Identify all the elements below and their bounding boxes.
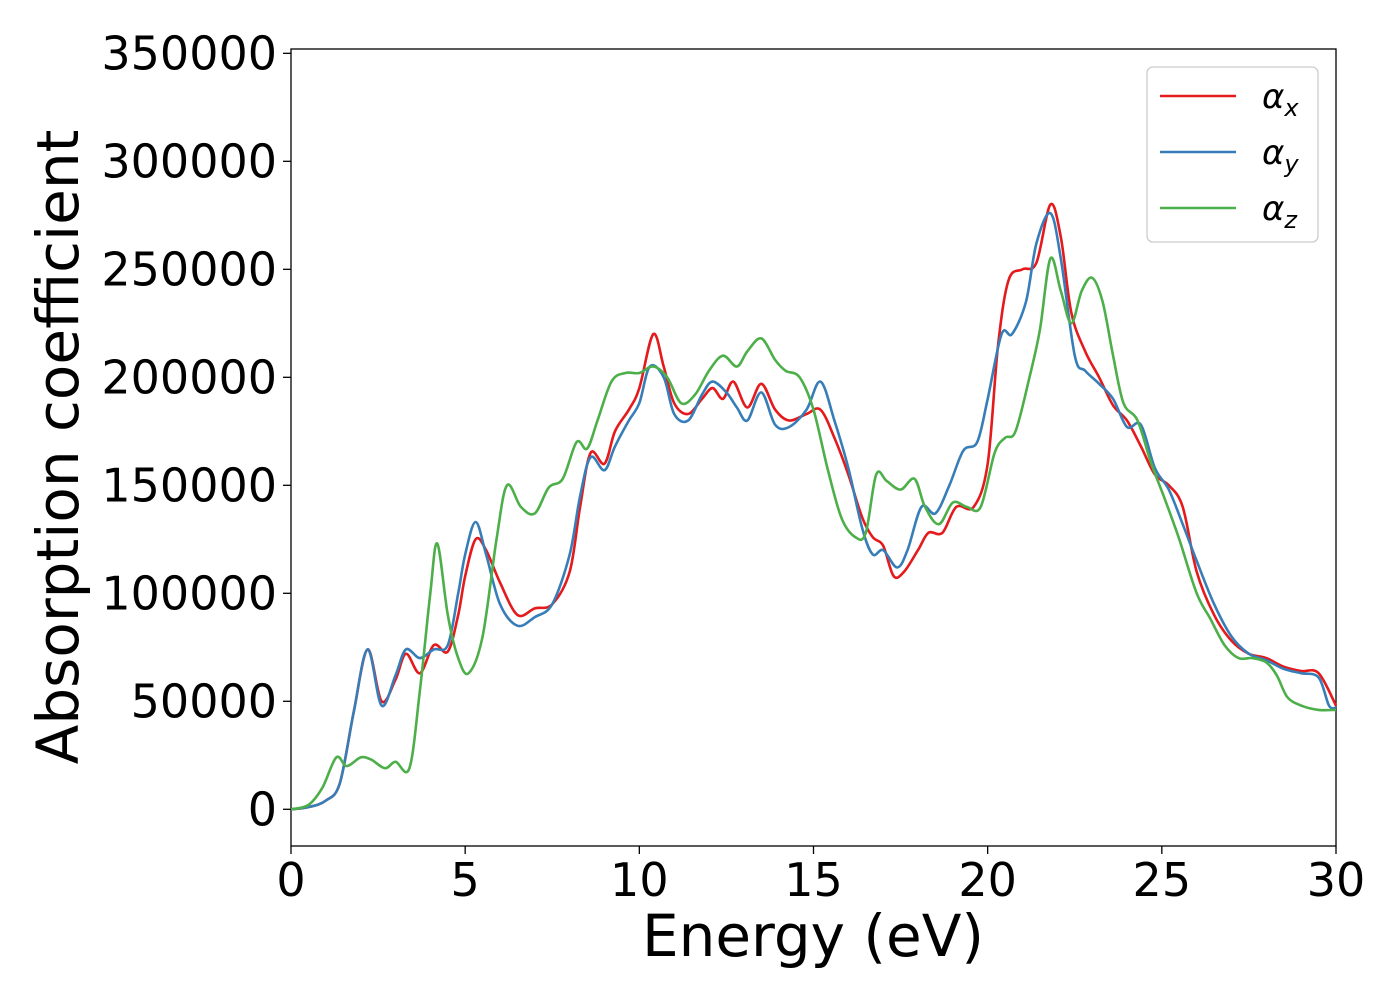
y-tick-label: 300000 [101,134,277,188]
legend-label-base: α [1262,189,1284,229]
y-tick-label: 100000 [101,566,277,620]
y-tick-label: 0 [248,782,277,836]
y-axis-ticks: 0 50000 100000 150000 200000 250000 300000 3500… [101,26,291,836]
x-tick-label: 30 [1307,853,1366,907]
x-tick-label: 25 [1133,853,1192,907]
x-tick-label: 20 [958,853,1017,907]
x-tick-label: 0 [276,853,305,907]
legend-frame [1146,66,1319,243]
legend-label-y: αy [1262,133,1299,178]
series-line-alpha-z [290,256,1337,811]
legend-label-base: α [1262,133,1284,173]
series-line-alpha-y [290,211,1337,811]
legend-label-x: αx [1262,77,1299,122]
series-lines [290,202,1338,811]
x-tick-label: 15 [784,853,843,907]
legend-label-z: αz [1262,189,1298,234]
x-axis-ticks: 0 5 10 15 20 25 30 [276,846,1365,907]
y-tick-label: 150000 [101,458,277,512]
y-axis-title: Absorption coefficient [24,130,92,765]
legend-label-subscript: x [1283,94,1299,122]
x-tick-label: 5 [451,853,480,907]
legend-label-subscript: y [1283,150,1299,178]
legend-label-base: α [1262,77,1284,117]
legend-label-subscript: z [1283,206,1298,234]
x-tick-label: 10 [610,853,669,907]
y-tick-label: 50000 [131,674,277,728]
series-line-alpha-x [290,202,1338,811]
y-tick-label: 350000 [101,26,277,80]
x-axis-title: Energy (eV) [642,902,984,970]
y-tick-label: 250000 [101,242,277,296]
y-tick-label: 200000 [101,350,277,404]
